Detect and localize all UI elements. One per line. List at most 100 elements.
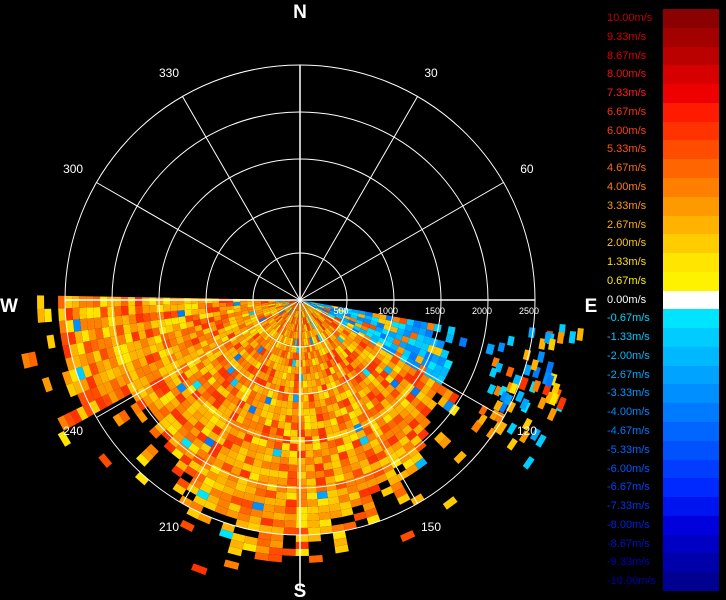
velocity-cell xyxy=(266,316,274,323)
velocity-cell xyxy=(309,305,316,311)
velocity-cell xyxy=(133,339,143,351)
velocity-cell xyxy=(247,336,255,344)
velocity-cell xyxy=(336,487,349,497)
velocity-cell xyxy=(276,484,288,493)
velocity-cell xyxy=(341,350,349,359)
velocity-cell xyxy=(314,470,325,479)
velocity-cell xyxy=(234,372,243,382)
velocity-cell xyxy=(332,466,344,476)
velocity-cell xyxy=(384,468,397,480)
velocity-cell xyxy=(227,401,237,412)
velocity-cell xyxy=(260,320,269,327)
velocity-cell xyxy=(279,364,285,373)
velocity-cell xyxy=(247,306,255,311)
velocity-cell xyxy=(219,358,229,367)
velocity-cell xyxy=(348,353,357,362)
velocity-cell xyxy=(346,345,355,354)
velocity-cell xyxy=(349,432,360,442)
velocity-cell xyxy=(447,326,456,336)
legend-entry-label: -7.33m/s xyxy=(607,500,650,513)
velocity-cell xyxy=(103,336,113,349)
velocity-cell xyxy=(267,554,283,563)
velocity-cell xyxy=(269,540,284,549)
velocity-cell xyxy=(280,378,286,387)
legend-entry-swatch xyxy=(663,365,719,385)
velocity-cell xyxy=(163,304,171,312)
velocity-cell xyxy=(160,333,169,343)
velocity-cell xyxy=(301,303,304,311)
velocity-cell xyxy=(414,340,423,349)
velocity-cell xyxy=(294,324,297,332)
velocity-cell xyxy=(248,515,262,525)
velocity-cell xyxy=(429,370,440,382)
velocity-cell xyxy=(348,455,359,465)
velocity-cell xyxy=(238,375,247,385)
velocity-cell xyxy=(302,373,308,381)
velocity-cell xyxy=(325,368,332,377)
velocity-cell xyxy=(216,384,226,395)
velocity-cell xyxy=(128,314,137,324)
velocity-cell xyxy=(421,395,432,407)
velocity-cell xyxy=(252,458,263,468)
legend-entry-swatch xyxy=(663,309,719,329)
velocity-cell xyxy=(131,390,143,403)
velocity-cell xyxy=(422,335,432,345)
velocity-cell xyxy=(198,313,207,320)
velocity-cell xyxy=(114,306,122,317)
velocity-cell xyxy=(295,527,309,535)
velocity-cell xyxy=(382,413,393,424)
velocity-cell xyxy=(322,330,329,338)
velocity-cell xyxy=(271,354,278,363)
velocity-cell xyxy=(82,403,95,418)
range-label-1500: 1500 xyxy=(425,306,445,316)
velocity-cell xyxy=(494,411,506,424)
velocity-cell xyxy=(350,377,359,387)
velocity-cell xyxy=(315,318,321,326)
velocity-cell xyxy=(372,312,380,319)
velocity-cell xyxy=(184,339,194,349)
legend-entry-label: -8.00m/s xyxy=(607,518,650,531)
velocity-cell xyxy=(325,328,332,335)
velocity-cell xyxy=(281,400,288,409)
velocity-cell xyxy=(274,355,281,364)
velocity-cell xyxy=(416,333,425,343)
velocity-cell xyxy=(95,396,107,411)
velocity-cell xyxy=(291,302,298,308)
velocity-cell xyxy=(277,349,283,357)
velocity-cell xyxy=(216,354,226,363)
velocity-cell xyxy=(129,322,139,333)
velocity-cell xyxy=(313,393,320,402)
velocity-cell xyxy=(361,395,371,405)
velocity-cell xyxy=(227,332,236,340)
velocity-cell xyxy=(98,453,113,468)
bearing-spoke-330 xyxy=(182,96,301,301)
velocity-cell xyxy=(256,313,265,318)
velocity-cell xyxy=(233,353,242,362)
velocity-cell xyxy=(100,316,109,328)
velocity-cell xyxy=(290,429,298,437)
velocity-cell xyxy=(282,336,288,344)
velocity-cell xyxy=(277,421,286,430)
velocity-cell xyxy=(420,406,432,418)
velocity-cell xyxy=(210,358,220,368)
velocity-cell xyxy=(280,350,286,358)
velocity-cell xyxy=(149,305,157,314)
velocity-cell xyxy=(291,331,295,339)
velocity-cell xyxy=(442,496,458,510)
velocity-cell xyxy=(339,500,352,511)
velocity-cell xyxy=(211,425,223,436)
velocity-cell xyxy=(287,308,293,314)
velocity-cell xyxy=(419,374,430,385)
velocity-cell xyxy=(330,341,337,350)
velocity-cell xyxy=(317,356,323,365)
velocity-cell xyxy=(312,442,322,451)
velocity-cell xyxy=(261,301,269,304)
velocity-cell xyxy=(230,495,243,506)
velocity-cell xyxy=(259,394,267,404)
velocity-cell xyxy=(225,433,237,444)
velocity-cell xyxy=(208,367,218,377)
velocity-cell xyxy=(259,338,266,346)
velocity-cell xyxy=(318,348,324,357)
velocity-cell xyxy=(211,441,223,452)
velocity-cell xyxy=(332,339,340,348)
